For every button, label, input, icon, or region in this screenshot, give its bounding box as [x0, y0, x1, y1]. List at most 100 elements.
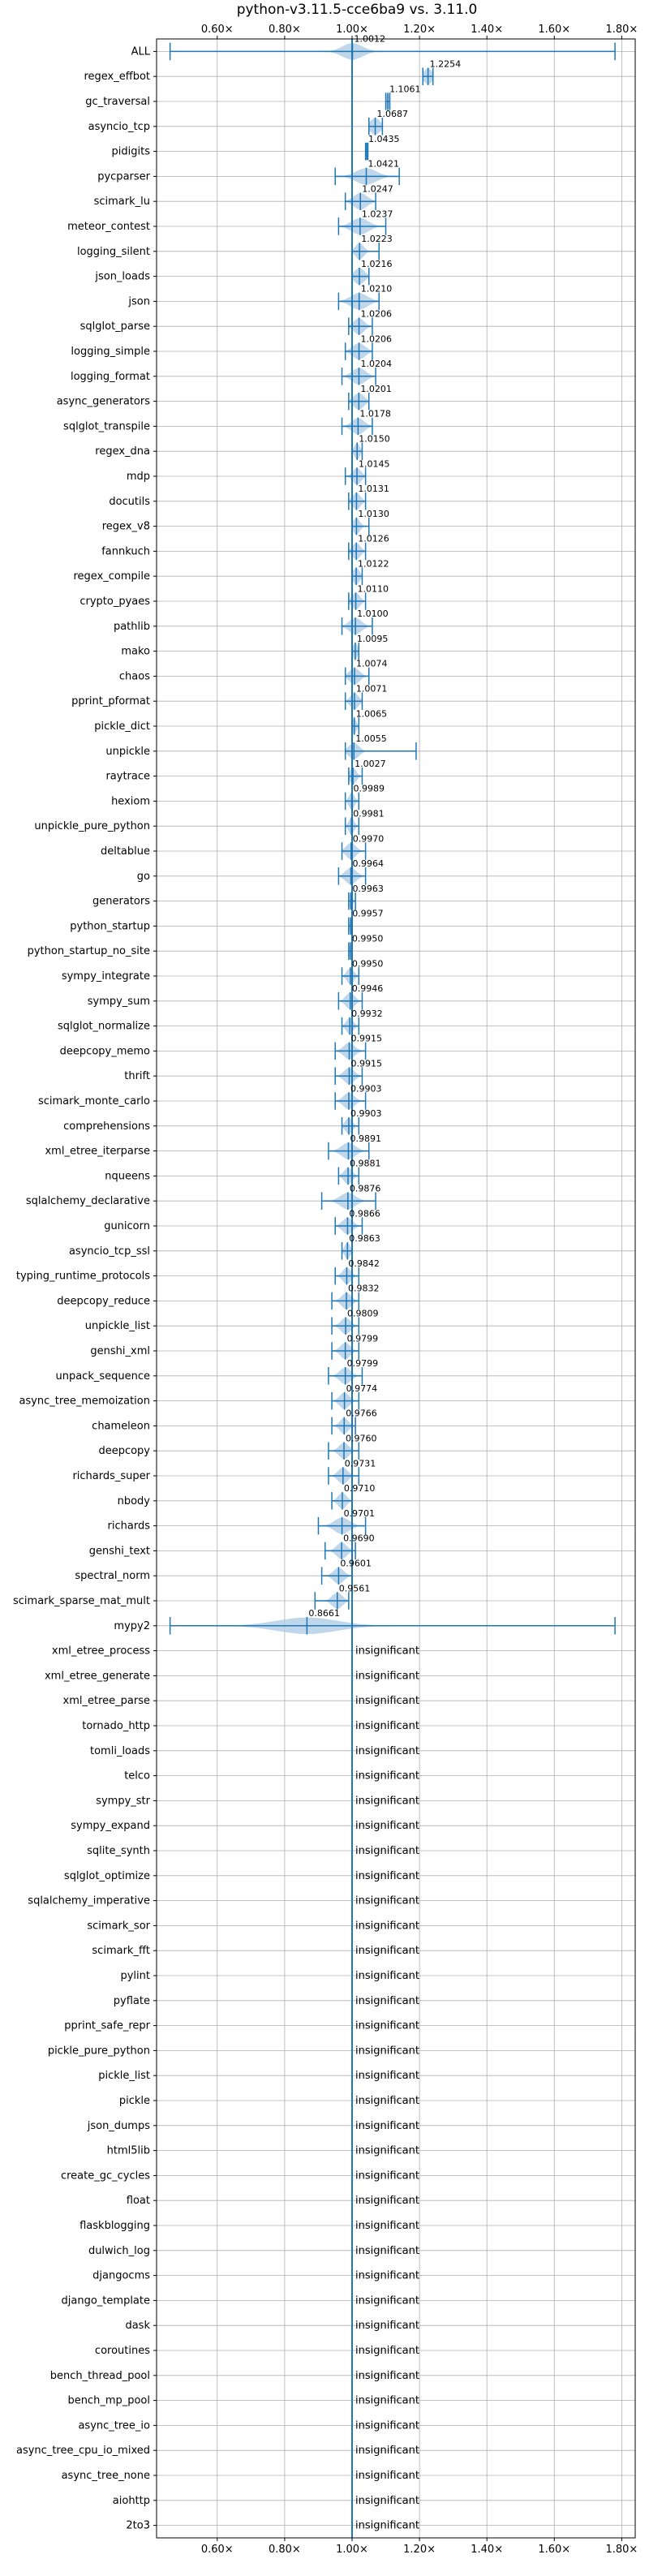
data-label: 1.0122: [358, 558, 389, 569]
insignificant-label: insignificant: [355, 2370, 419, 2382]
y-tick-label: bench_thread_pool: [50, 2370, 150, 2382]
y-tick-label: asyncio_tcp: [88, 121, 150, 133]
y-tick-label: async_tree_cpu_io_mixed: [16, 2445, 150, 2457]
data-label: 0.9964: [352, 858, 384, 869]
y-tick-label: spectral_norm: [75, 1570, 150, 1582]
data-label: 0.9799: [347, 1333, 379, 1344]
data-label: 0.9561: [339, 1583, 371, 1593]
insignificant-label: insignificant: [355, 2220, 419, 2232]
insignificant-label: insignificant: [355, 1670, 419, 1682]
data-label: 0.9710: [344, 1483, 376, 1494]
y-tick-labels: ALL regex_effbot gc_traversal asyncio_tcppi…: [13, 45, 157, 2532]
data-label: 0.9881: [350, 1159, 381, 1169]
data-label: 1.0074: [356, 659, 388, 669]
y-tick-label: nqueens: [105, 1170, 150, 1182]
insignificant-label: insignificant: [355, 1945, 419, 1957]
y-tick-label: json_loads: [94, 271, 150, 283]
y-tick-label: ALL: [131, 45, 151, 58]
y-tick-label: scimark_sor: [87, 1920, 150, 1932]
y-tick-label: xml_etree_generate: [45, 1670, 150, 1682]
data-label: 0.9731: [345, 1458, 376, 1469]
data-labels: 1.00121.22541.10611.06871.04351.04211.02…: [308, 34, 461, 2532]
y-tick-label: mdp: [127, 471, 150, 483]
y-tick-label: aiohttp: [113, 2495, 150, 2507]
y-tick-label: sqlglot_normalize: [58, 1021, 150, 1033]
insignificant-label: insignificant: [355, 2270, 419, 2282]
x-tick-label-bottom: 1.60×: [538, 2544, 570, 2556]
insignificant-label: insignificant: [355, 2495, 419, 2507]
data-label: 1.0435: [368, 134, 400, 144]
y-tick-label: float: [127, 2195, 150, 2207]
y-tick-label: async_tree_io: [78, 2419, 150, 2432]
y-tick-label: python_startup_no_site: [28, 945, 150, 957]
data-label: 1.0206: [361, 333, 393, 344]
y-tick-label: python_startup: [70, 920, 150, 932]
y-tick-label: django_template: [62, 2294, 150, 2307]
data-label: 1.0065: [356, 708, 388, 719]
insignificant-label: insignificant: [355, 2170, 419, 2182]
x-tick-label-bottom: 1.80×: [605, 2544, 638, 2556]
data-label: 1.1061: [389, 84, 420, 94]
data-label: 0.9809: [347, 1308, 379, 1318]
data-label: 0.9915: [350, 1034, 382, 1044]
insignificant-label: insignificant: [355, 1770, 419, 1783]
y-tick-label: mypy2: [114, 1620, 150, 1632]
data-label: 0.9774: [346, 1383, 378, 1394]
y-tick-label: docutils: [109, 496, 150, 508]
y-tick-label: hexiom: [111, 795, 150, 807]
data-label: 1.0204: [360, 359, 392, 369]
y-tick-label: richards_super: [72, 1470, 150, 1482]
insignificant-label: insignificant: [355, 1695, 419, 1707]
y-tick-label: json_dumps: [87, 2120, 150, 2132]
y-tick-label: unpickle: [105, 746, 150, 758]
data-label: 0.9766: [346, 1408, 377, 1419]
y-tick-label: pidigits: [112, 146, 151, 158]
plot-frame: [156, 38, 636, 2539]
y-tick-label: dulwich_log: [88, 2245, 150, 2257]
data-label: 1.0145: [359, 458, 390, 469]
x-tick-labels: 0.60× 0.60× 0.80× 0.80× 1.00× 1.00× 1.20× 1.20×…: [201, 24, 638, 2556]
y-tick-label: pylint: [120, 1970, 150, 1982]
y-tick-label: pycparser: [97, 170, 150, 183]
y-tick-label: sqlalchemy_declarative: [26, 1195, 150, 1207]
insignificant-label: insignificant: [355, 2395, 419, 2407]
insignificant-label: insignificant: [355, 2120, 419, 2132]
insignificant-label: insignificant: [355, 2020, 419, 2032]
y-tick-label: logging_simple: [71, 346, 150, 358]
y-tick-label: deepcopy: [98, 1445, 150, 1457]
y-tick-label: html5lib: [107, 2145, 150, 2157]
x-tick-label-bottom: 0.60×: [201, 2544, 234, 2556]
y-tick-label: coroutines: [95, 2345, 150, 2357]
data-label: 0.9876: [350, 1183, 381, 1193]
data-label: 0.9832: [348, 1284, 380, 1294]
data-label: 1.0095: [357, 634, 389, 644]
y-tick-label: djangocms: [92, 2270, 150, 2282]
data-label: 0.9601: [340, 1558, 372, 1568]
data-label: 1.0100: [357, 609, 389, 619]
data-label: 1.0131: [358, 484, 389, 494]
y-tick-label: xml_etree_process: [52, 1645, 150, 1658]
y-tick-label: sympy_expand: [71, 1820, 150, 1832]
y-tick-label: regex_effbot: [84, 71, 150, 83]
y-tick-label: genshi_xml: [90, 1345, 150, 1357]
insignificant-label: insignificant: [355, 1845, 419, 1857]
insignificant-label: insignificant: [355, 1870, 419, 1882]
insignificant-label: insignificant: [355, 1720, 419, 1732]
y-tick-label: generators: [92, 896, 150, 908]
y-tick-label: logging_format: [71, 371, 150, 383]
data-label: 0.9866: [349, 1208, 380, 1219]
data-label: 1.0027: [355, 759, 386, 769]
y-tick-label: meteor_contest: [67, 221, 150, 233]
y-tick-label: sympy_integrate: [62, 970, 150, 983]
x-tick-label-top: 1.80×: [605, 24, 638, 36]
y-tick-label: scimark_monte_carlo: [38, 1095, 150, 1107]
data-label: 0.9903: [350, 1083, 382, 1094]
y-tick-label: sqlalchemy_imperative: [28, 1895, 150, 1907]
y-tick-label: comprehensions: [63, 1120, 150, 1133]
x-tick-label-top: 1.20×: [403, 24, 436, 36]
x-tick-label-top: 1.40×: [471, 24, 503, 36]
x-tick-label-bottom: 1.00×: [336, 2544, 368, 2556]
data-label: 1.0178: [359, 409, 391, 419]
